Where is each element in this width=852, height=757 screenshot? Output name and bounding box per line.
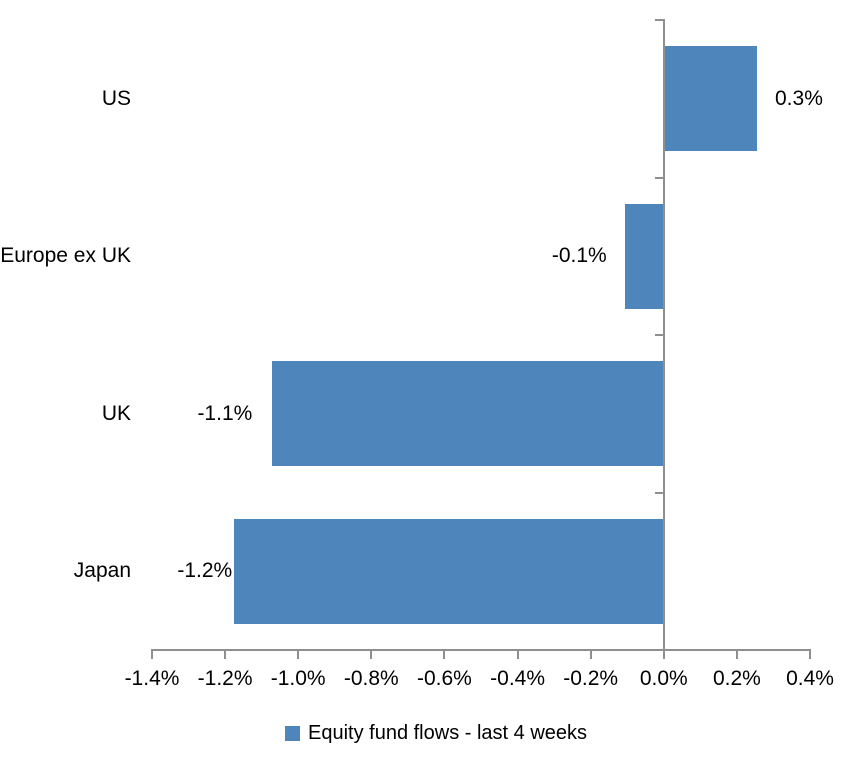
value-label-japan: -1.2% [177, 559, 233, 583]
bar-uk [272, 361, 664, 467]
bar-us [663, 46, 757, 152]
category-label-uk: UK [101, 401, 131, 425]
x-axis-tick [809, 650, 811, 659]
y-axis-line [662, 19, 665, 651]
y-axis-tick [654, 19, 664, 21]
x-tick-label: 0.0% [639, 667, 688, 690]
value-label-us: 0.3% [775, 86, 823, 110]
x-axis-line [151, 649, 811, 651]
x-tick-label: -0.8% [343, 667, 399, 690]
x-tick-label: 0.4% [786, 667, 834, 690]
value-label-uk: -1.1% [197, 401, 253, 425]
x-axis-tick [443, 650, 446, 659]
x-tick-label: -0.6% [416, 667, 472, 690]
x-axis-tick [516, 650, 519, 659]
y-axis-tick [654, 491, 664, 494]
legend-label: Equity fund flows - last 4 weeks [308, 722, 588, 744]
y-axis-tick [654, 334, 664, 336]
bar-japan [234, 518, 664, 624]
x-tick-label: -0.2% [563, 667, 619, 690]
x-axis-tick [224, 650, 227, 659]
bar-europe-ex-uk [624, 203, 664, 309]
category-label-europe-ex-uk: Europe ex UK [0, 244, 131, 268]
category-label-japan: Japan [73, 559, 131, 583]
x-tick-label: -0.4% [490, 667, 546, 690]
value-label-europe-ex-uk: -0.1% [551, 244, 607, 268]
x-axis-tick [151, 650, 153, 659]
x-axis-tick [370, 650, 373, 659]
x-tick-label: 0.2% [712, 667, 761, 690]
x-tick-label: -1.2% [197, 667, 253, 690]
legend-swatch-icon [285, 725, 300, 741]
y-axis-tick [654, 176, 664, 179]
x-axis-tick [589, 650, 592, 659]
x-axis-tick [297, 650, 300, 659]
x-tick-label: -1.4% [124, 667, 180, 690]
x-tick-label: -1.0% [270, 667, 326, 690]
legend: Equity fund flows - last 4 weeks [285, 721, 587, 745]
x-axis-tick [735, 650, 738, 659]
x-axis-tick [662, 650, 665, 659]
category-label-us: US [101, 86, 131, 110]
